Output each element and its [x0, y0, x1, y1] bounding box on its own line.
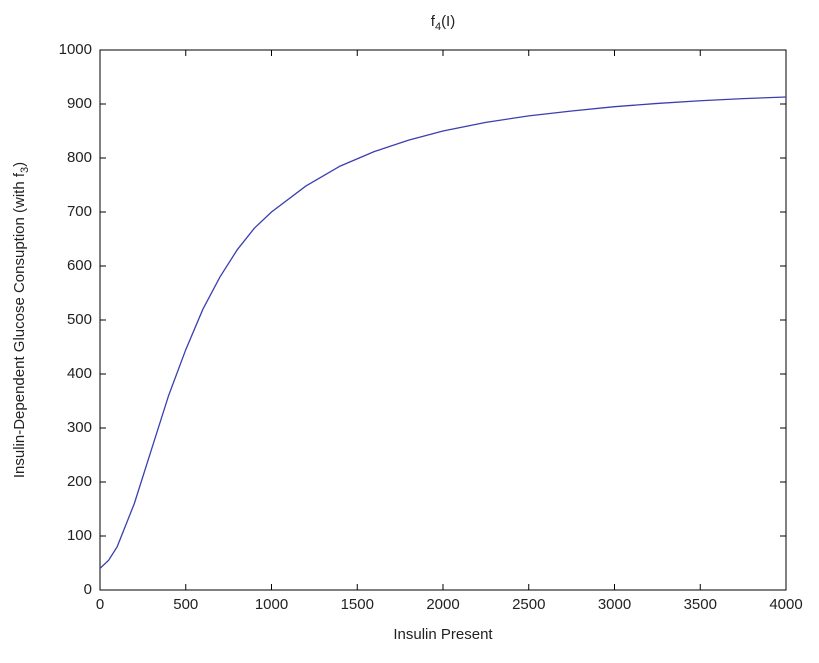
y-tick-label: 800 [67, 149, 92, 166]
y-label-rest: ) [11, 162, 28, 167]
x-axis-label: Insulin Present [393, 626, 493, 643]
x-tick-label: 4000 [769, 596, 802, 613]
y-tick-label: 100 [67, 527, 92, 544]
x-tick-label: 2000 [426, 596, 459, 613]
title-base: f [431, 13, 436, 30]
x-tick-label: 1000 [255, 596, 288, 613]
y-axis-label: Insulin-Dependent Glucose Consuption (wi… [11, 162, 31, 478]
y-tick-label: 1000 [59, 41, 92, 58]
title-rest: (I) [441, 13, 455, 30]
y-tick-label: 400 [67, 365, 92, 382]
x-tick-label: 500 [173, 596, 198, 613]
y-tick-label: 200 [67, 473, 92, 490]
y-tick-label: 500 [67, 311, 92, 328]
y-tick-label: 900 [67, 95, 92, 112]
x-tick-label: 1500 [341, 596, 374, 613]
y-tick-label: 700 [67, 203, 92, 220]
y-tick-label: 600 [67, 257, 92, 274]
x-tick-label: 0 [96, 596, 104, 613]
y-label-sub: 3 [19, 167, 31, 173]
chart-title: f4(I) [431, 13, 455, 33]
y-label-base: Insulin-Dependent Glucose Consuption (wi… [11, 172, 28, 478]
data-line [99, 96, 787, 569]
y-tick-label: 0 [84, 581, 92, 598]
y-tick-label: 300 [67, 419, 92, 436]
x-tick-label: 3500 [684, 596, 717, 613]
x-tick-label: 3000 [598, 596, 631, 613]
x-tick-label: 2500 [512, 596, 545, 613]
title-sub: 4 [435, 21, 441, 33]
